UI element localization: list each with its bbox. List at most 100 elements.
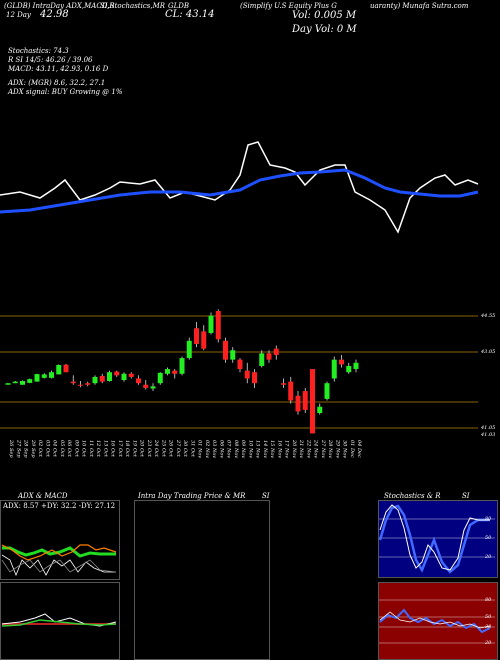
date-tick-label: 24 Nov <box>313 439 319 458</box>
candle-body <box>331 359 337 379</box>
intra-panel-title: Intra Day Trading Price & MR <box>138 492 246 500</box>
date-tick-label: 14 Nov <box>262 440 268 458</box>
rsi-tick-30: 30 <box>485 624 492 630</box>
date-tick-label: 16 Oct <box>110 440 116 458</box>
date-tick-label: 24 Oct <box>153 439 159 458</box>
open-label: 12 Day <box>6 11 31 19</box>
date-tick-label: 09 Oct <box>73 440 79 458</box>
candle-body <box>339 359 344 365</box>
adx-panel <box>0 500 120 580</box>
candle-body <box>237 359 243 370</box>
close-value: CL: 43.14 <box>165 9 215 20</box>
candle-body <box>201 331 207 349</box>
candle-body <box>266 353 272 360</box>
date-tick-label: 31 Oct <box>189 440 195 458</box>
stochastics-readout: Stochastics: 74.3 <box>8 47 69 55</box>
candle-body <box>223 340 228 360</box>
header-title-right: (Simplify U.S Equity Plus G <box>240 2 337 10</box>
rsi-tick-80: 80 <box>485 597 492 603</box>
candle-body <box>165 369 170 374</box>
candle-body <box>288 381 294 401</box>
candle-body <box>63 364 69 373</box>
header-title-far: uaranty) Munafa Sutra.com <box>370 2 469 10</box>
adx-panel-readout: ADX: 8.57 +DY: 32.2 -DY: 27.12 <box>3 502 116 510</box>
rsi-tick-50: 50 <box>485 614 492 620</box>
candle-body <box>121 373 127 381</box>
price-level-4: 41.03 <box>481 432 496 438</box>
candle-body <box>208 315 214 333</box>
open-value: 42.98 <box>40 9 69 20</box>
stoch-panel-title2: SI <box>462 492 470 500</box>
candle-body <box>252 372 257 384</box>
date-tick-label: 22 Nov <box>305 439 311 458</box>
main-chart: 26 Sep 27 Sep 28 Sep 29 Sep 02 Oct 03 Oct 04 O… <box>0 141 479 458</box>
date-tick-label: 04 Dec <box>356 440 362 458</box>
date-tick-label: 16 Nov <box>276 440 282 458</box>
candle-body <box>317 406 323 414</box>
candle-body <box>295 395 301 412</box>
date-tick-label: 29 Sep <box>30 439 36 458</box>
date-tick-label: 30 Oct <box>182 440 188 458</box>
candle-body <box>186 340 192 359</box>
candle-body <box>70 381 76 384</box>
date-tick-label: 02 Oct <box>37 440 43 458</box>
stochastics-panel <box>378 500 498 578</box>
date-tick-label: 20 Oct <box>139 439 145 458</box>
header-title: (GLDB) IntraDay ADX,MACD,R <box>4 2 115 10</box>
stoch-tick-50: 50 <box>485 535 492 541</box>
candle-body <box>85 383 91 385</box>
candle-body <box>150 386 156 389</box>
price-level-3: 41.05 <box>481 425 496 431</box>
candle-body <box>41 374 47 378</box>
volume: Vol: 0.005 M <box>292 10 357 21</box>
candle-body <box>136 378 141 384</box>
date-tick-label: 06 Oct <box>66 440 72 458</box>
date-tick-label: 11 Oct <box>88 440 94 458</box>
date-tick-label: 08 Nov <box>233 440 239 458</box>
date-tick-label: 10 Oct <box>81 440 87 458</box>
date-tick-label: 27 Oct <box>175 439 181 458</box>
price-level-1: 44.55 <box>481 313 496 319</box>
date-tick-label: 03 Nov <box>211 440 217 458</box>
date-tick-label: 26 Oct <box>168 439 174 458</box>
rsi-tick-20: 20 <box>485 640 492 646</box>
candle-body <box>346 365 352 373</box>
date-tick-label: 03 Oct <box>44 440 50 458</box>
date-tick-label: 13 Oct <box>102 440 108 458</box>
price-level-2: 43.05 <box>481 349 496 355</box>
header-title-mid: SI,Stochastics,MR <box>100 2 166 10</box>
stoch-tick-20: 20 <box>485 554 492 560</box>
intra-panel-title2: SI <box>262 492 270 500</box>
date-tick-label: 29 Nov <box>334 439 340 458</box>
candle-body <box>230 350 236 360</box>
candle-body <box>27 379 33 383</box>
candle-body <box>244 370 250 379</box>
adx-readout: ADX: (MGR) 8.6, 32.2, 27.1 <box>8 79 106 87</box>
candle-body <box>179 358 185 374</box>
candle-body <box>143 384 149 388</box>
candle-body <box>194 328 199 344</box>
date-tick-label: 17 Oct <box>117 440 123 458</box>
date-tick-label: 23 Oct <box>146 439 152 458</box>
date-tick-label: 04 Oct <box>52 440 58 458</box>
candles-group <box>5 309 359 434</box>
date-tick-label: 02 Nov <box>204 440 210 458</box>
date-tick-label: 27 Sep <box>15 439 21 458</box>
candle-body <box>49 372 54 378</box>
date-axis: 26 Sep 27 Sep 28 Sep 29 Sep 02 Oct 03 Oct 04 O… <box>8 439 362 458</box>
symbol-label: GLDB <box>168 2 189 10</box>
candle-body <box>128 373 134 377</box>
stoch-panel-title: Stochastics & R <box>384 492 441 500</box>
candle-body <box>34 374 40 382</box>
candle-body <box>259 353 265 366</box>
candle-body <box>12 381 18 384</box>
adx-panel-title: ADX & MACD <box>18 492 68 500</box>
date-tick-label: 15 Nov <box>269 440 275 458</box>
date-tick-label: 26 Sep <box>8 439 14 458</box>
candle-body <box>310 369 315 434</box>
date-tick-label: 01 Dec <box>349 440 355 458</box>
candle-body <box>56 364 62 375</box>
